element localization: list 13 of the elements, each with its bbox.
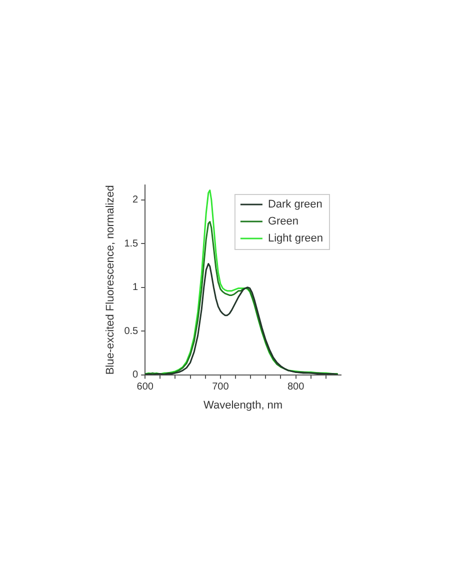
legend-label: Dark green	[268, 198, 322, 211]
legend-label: Light green	[268, 232, 324, 245]
y-axis-title: Blue-excited Fluorescence, normalized	[104, 185, 117, 375]
x-axis-title: Wavelength, nm	[204, 399, 283, 412]
y-tick-label: 0.5	[124, 326, 139, 337]
y-tick-label: 0	[132, 370, 139, 381]
y-tick-label: 1.5	[124, 238, 139, 250]
x-tick-label: 600	[136, 382, 154, 393]
y-tick-label: 2	[132, 194, 139, 206]
legend-label: Green	[268, 216, 299, 228]
y-tick-label: 1	[132, 282, 139, 294]
x-tick-label: 800	[287, 382, 305, 393]
x-tick-label: 700	[212, 382, 230, 393]
